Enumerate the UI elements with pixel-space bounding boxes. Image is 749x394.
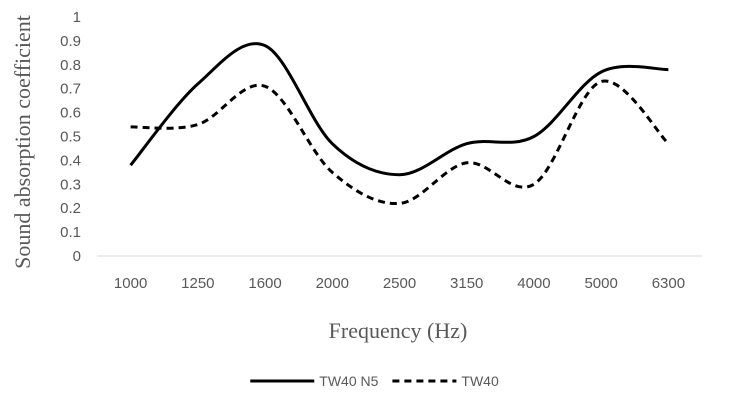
x-tick-label: 5000 xyxy=(584,275,617,292)
x-tick-label: 3150 xyxy=(450,275,483,292)
series-line-solid xyxy=(129,42,669,177)
y-axis-ticks: 0 0.1 0.2 0.3 0.4 0.5 0.6 0.7 0.8 0.9 1 xyxy=(60,9,81,265)
x-tick-label: 4000 xyxy=(517,275,550,292)
y-tick-label: 0.5 xyxy=(60,129,81,146)
x-tick-label: 1600 xyxy=(248,275,281,292)
y-tick-label: 0.1 xyxy=(60,224,81,241)
legend-label: TW40 N5 xyxy=(319,373,378,389)
y-tick-label: 1 xyxy=(73,9,81,26)
x-tick-label: 2000 xyxy=(316,275,349,292)
series-lines xyxy=(129,42,670,205)
y-tick-label: 0.2 xyxy=(60,200,81,217)
y-tick-label: 0.3 xyxy=(60,176,81,193)
x-tick-label: 1000 xyxy=(114,275,147,292)
y-tick-label: 0 xyxy=(73,248,81,265)
legend: TW40 N5 TW40 xyxy=(250,373,499,389)
x-tick-label: 1250 xyxy=(181,275,214,292)
x-axis-ticks: 1000 1250 1600 2000 2500 3150 4000 5000 6300 xyxy=(114,275,685,292)
x-axis-title: Frequency (Hz) xyxy=(329,318,468,343)
y-tick-label: 0.9 xyxy=(60,33,81,50)
y-tick-label: 0.4 xyxy=(60,152,81,169)
y-tick-label: 0.6 xyxy=(60,105,81,122)
legend-label: TW40 xyxy=(461,373,499,389)
y-tick-label: 0.8 xyxy=(60,57,81,74)
y-tick-label: 0.7 xyxy=(60,81,81,98)
x-tick-label: 6300 xyxy=(652,275,685,292)
y-axis-title: Sound absorption coefficient xyxy=(10,15,35,269)
series-line-dashed xyxy=(130,79,670,205)
x-tick-label: 2500 xyxy=(383,275,416,292)
